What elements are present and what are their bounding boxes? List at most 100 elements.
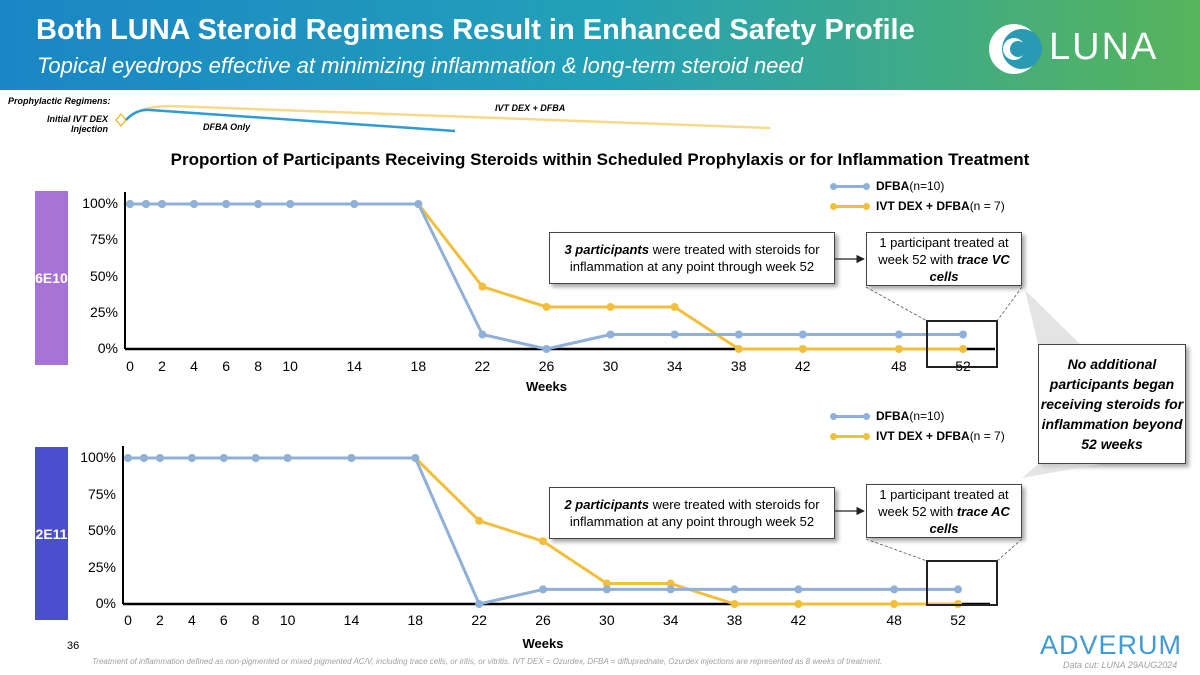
data-point-dfba [190, 200, 199, 208]
data-point-ivt-dex-dfba [890, 600, 899, 608]
data-point-dfba [219, 454, 228, 462]
data-point-ivt-dex-dfba [894, 345, 903, 353]
callout-week52-2e11: 1 participant treated at week 52 with tr… [866, 484, 1022, 538]
x-tick-label: 6 [222, 358, 230, 374]
x-tick-label: 4 [187, 612, 196, 628]
data-point-ivt-dex-dfba [670, 302, 679, 311]
legend-item-dfba: DFBA (n=10) [830, 179, 944, 193]
data-point-dfba [890, 585, 899, 594]
initial-injection-label: Initial IVT DEX Injection [8, 114, 108, 134]
x-tick-label: 18 [410, 358, 427, 374]
x-tick-label: 42 [795, 358, 811, 374]
data-point-dfba [670, 330, 679, 339]
x-tick-label: 8 [251, 612, 260, 628]
x-tick-label: 2 [158, 358, 166, 374]
x-tick-label: 52 [950, 612, 966, 628]
data-point-dfba [539, 585, 547, 594]
data-point-dfba [286, 200, 295, 208]
data-point-dfba [798, 330, 807, 339]
x-tick-label: 38 [730, 358, 747, 374]
no-additional-participants-callout: No additional participants began receivi… [1038, 344, 1186, 464]
y-tick-label: 25% [87, 558, 116, 575]
legend-name-ivt-dex-dfba-2: IVT DEX + DFBA [876, 429, 970, 443]
data-point-ivt-dex-dfba [539, 537, 547, 546]
data-point-dfba [124, 454, 132, 462]
data-point-dfba [478, 330, 487, 339]
y-tick-label: 50% [89, 267, 118, 284]
data-point-ivt-dex-dfba [798, 345, 807, 353]
initial-injection-line2: Injection [70, 124, 108, 134]
y-tick-label: 75% [87, 485, 116, 502]
x-tick-label: 48 [891, 358, 907, 374]
legend-suffix-ivt-dex-dfba-2: (n = 7) [969, 429, 1005, 443]
header-banner: Both LUNA Steroid Regimens Result in Enh… [0, 0, 1200, 90]
legend-swatch-ivt-dex-dfba-2 [830, 432, 870, 440]
x-tick-label: 0 [124, 612, 132, 628]
chart-title: Proportion of Participants Receiving Ste… [170, 150, 1030, 169]
y-tick-label: 0% [95, 595, 116, 611]
x-tick-label: 26 [535, 612, 551, 628]
x-tick-label: 0 [126, 358, 134, 374]
luna-logo: LUNA [985, 20, 1185, 78]
callout-emphasis-2e11: 2 participants [564, 497, 649, 512]
data-cut-label: Data cut: LUNA 29AUG2024 [1063, 660, 1178, 670]
x-tick-label: 4 [190, 358, 198, 374]
legend-name-dfba: DFBA [876, 179, 910, 193]
x-tick-label: 18 [407, 612, 424, 628]
legend-item-ivt-dex-dfba: IVT DEX + DFBA (n = 7) [830, 199, 1005, 213]
x-tick-label: 30 [599, 612, 615, 628]
x-tick-label: 42 [790, 612, 807, 628]
data-point-ivt-dex-dfba [730, 600, 739, 608]
panel-label-6e10: 6E10 [35, 191, 68, 365]
x-tick-label: 10 [282, 358, 298, 374]
data-point-dfba [155, 454, 164, 462]
data-point-ivt-dex-dfba [542, 302, 551, 311]
data-point-dfba [283, 454, 292, 462]
data-point-dfba [475, 600, 484, 608]
data-point-ivt-dex-dfba [794, 600, 803, 608]
callout-week52-text-6e10: 1 participant treated at week 52 with [878, 234, 1009, 267]
callout-text-6e10: were treated with steroids for inflammat… [569, 242, 820, 274]
y-tick-label: 75% [89, 231, 118, 248]
footnote: Treatment of inflammation defined as non… [92, 657, 883, 666]
y-tick-label: 100% [82, 195, 118, 211]
data-point-ivt-dex-dfba [475, 516, 484, 525]
page-number: 36 [67, 640, 80, 652]
data-point-dfba [542, 345, 551, 353]
callout-emphasis-6e10: 3 participants [564, 242, 649, 257]
callout-text-2e11: were treated with steroids for inflammat… [569, 497, 820, 529]
dfba-only-regimen-label: DFBA Only [203, 122, 251, 132]
data-point-ivt-dex-dfba [602, 579, 611, 588]
legend-item-ivt-dex-dfba-2: IVT DEX + DFBA (n = 7) [830, 429, 1005, 443]
data-point-dfba [347, 454, 356, 462]
luna-logo-text: LUNA [1049, 26, 1159, 68]
data-point-dfba [187, 454, 196, 462]
regimens-heading: Prophylactic Regimens: [8, 96, 111, 106]
callout-week52-emphasis-2e11: trace AC cells [929, 503, 1010, 536]
x-tick-label: 34 [666, 358, 683, 374]
legend-name-dfba-2: DFBA [876, 409, 910, 423]
data-point-dfba [139, 454, 148, 462]
x-tick-label: 26 [538, 358, 555, 374]
page-subtitle: Topical eyedrops effective at minimizing… [37, 53, 803, 78]
legend-suffix-dfba-2: (n=10) [909, 409, 945, 423]
luna-logo-icon [989, 24, 1042, 74]
x-tick-label: 34 [662, 612, 679, 628]
x-tick-label: 22 [471, 612, 487, 628]
x-tick-label: 14 [346, 358, 363, 374]
adverum-logo: ADVERUM [1040, 630, 1183, 660]
data-point-dfba [602, 585, 611, 594]
data-point-dfba [142, 200, 151, 208]
legend-suffix-ivt-dex-dfba: (n = 7) [969, 199, 1005, 213]
x-tick-label: 2 [156, 612, 164, 628]
data-point-dfba [794, 585, 803, 594]
callout-week52-text-2e11: 1 participant treated at week 52 with [878, 486, 1009, 519]
data-point-ivt-dex-dfba [666, 579, 675, 588]
dfba-only-regimen-line [125, 108, 456, 133]
data-point-ivt-dex-dfba [606, 302, 615, 311]
legend-name-ivt-dex-dfba: IVT DEX + DFBA [876, 199, 970, 213]
y-tick-label: 0% [97, 340, 118, 356]
x-tick-label: 30 [602, 358, 619, 374]
